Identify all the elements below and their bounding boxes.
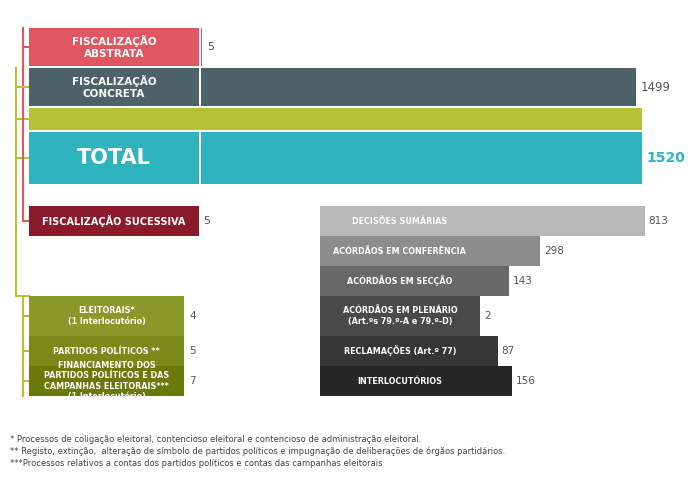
Text: ELEITORAIS*
(1 Interlocutório): ELEITORAIS* (1 Interlocutório)	[68, 306, 146, 326]
Text: 5: 5	[189, 346, 196, 356]
Text: 298: 298	[544, 246, 564, 256]
Bar	[29, 68, 199, 106]
Text: PARTIDOS POLÍTICOS **: PARTIDOS POLÍTICOS **	[53, 347, 160, 356]
Bar	[29, 336, 184, 366]
Bar	[320, 366, 480, 396]
Bar	[201, 132, 642, 184]
Text: 813: 813	[649, 216, 669, 226]
Text: FISCALIZAÇÃO SUCESSIVA: FISCALIZAÇÃO SUCESSIVA	[42, 215, 186, 227]
Text: FISCALIZAÇÃO
CONCRETA: FISCALIZAÇÃO CONCRETA	[72, 75, 156, 99]
Text: 16: 16	[206, 114, 221, 124]
Bar	[201, 28, 202, 66]
Text: 2: 2	[484, 311, 491, 321]
Bar	[320, 236, 480, 266]
Bar	[320, 266, 480, 296]
Text: 1499: 1499	[640, 80, 671, 94]
Text: 1520: 1520	[647, 151, 686, 165]
Text: ** Registo, extinção,  alteração de símbolo de partidos políticos e impugnação d: ** Registo, extinção, alteração de símbo…	[10, 447, 505, 457]
Bar	[480, 206, 644, 236]
Text: 5: 5	[204, 216, 210, 226]
Text: RECLAMAÇÕES (Art.º 77): RECLAMAÇÕES (Art.º 77)	[344, 346, 456, 357]
Text: 156: 156	[515, 376, 535, 386]
Text: 5: 5	[207, 42, 214, 52]
Bar	[480, 266, 509, 296]
Text: ACÓRDÃOS EM SECÇÃO: ACÓRDÃOS EM SECÇÃO	[347, 276, 453, 287]
Bar	[29, 132, 199, 184]
Bar	[320, 336, 480, 366]
Bar	[29, 366, 184, 396]
Bar	[29, 296, 184, 336]
Text: ***Processos relativos a contas dos partidos políticos e contas das campanhas el: ***Processos relativos a contas dos part…	[10, 459, 382, 468]
Bar	[480, 366, 511, 396]
Text: FINANCIAMENTO DOS
PARTIDOS POLÍTICOS E DAS
CAMPANHAS ELEITORAIS***
(1 Interlocut: FINANCIAMENTO DOS PARTIDOS POLÍTICOS E D…	[44, 361, 169, 401]
Bar	[201, 68, 635, 106]
Text: * Processos de coligação eleitoral, contencioso eleitoral e contencioso de admin: * Processos de coligação eleitoral, cont…	[10, 435, 421, 444]
Text: 87: 87	[502, 346, 515, 356]
Text: FISCALIZAÇÃO
ABSTRATA: FISCALIZAÇÃO ABSTRATA	[72, 35, 156, 59]
Text: ACÓRDÃOS EM CONFERÊNCIA: ACÓRDÃOS EM CONFERÊNCIA	[333, 246, 466, 256]
Bar	[29, 108, 642, 130]
Bar	[480, 336, 497, 366]
Text: 143: 143	[513, 276, 533, 286]
Bar	[29, 206, 199, 236]
Bar	[480, 236, 540, 266]
Bar	[29, 28, 199, 66]
Bar	[320, 206, 480, 236]
Text: 4: 4	[189, 311, 196, 321]
Text: DECISÕES SUMÁRIAS: DECISÕES SUMÁRIAS	[352, 216, 448, 225]
Text: ACÓRDÃOS EM PLENÁRIO
(Art.ºs 79.º-A e 79.º-D): ACÓRDÃOS EM PLENÁRIO (Art.ºs 79.º-A e 79…	[343, 306, 457, 326]
Text: 7: 7	[189, 376, 196, 386]
Text: TOTAL: TOTAL	[77, 148, 151, 168]
Bar	[320, 296, 480, 336]
Text: INTERLOCUTÓRIOS: INTERLOCUTÓRIOS	[357, 377, 442, 385]
